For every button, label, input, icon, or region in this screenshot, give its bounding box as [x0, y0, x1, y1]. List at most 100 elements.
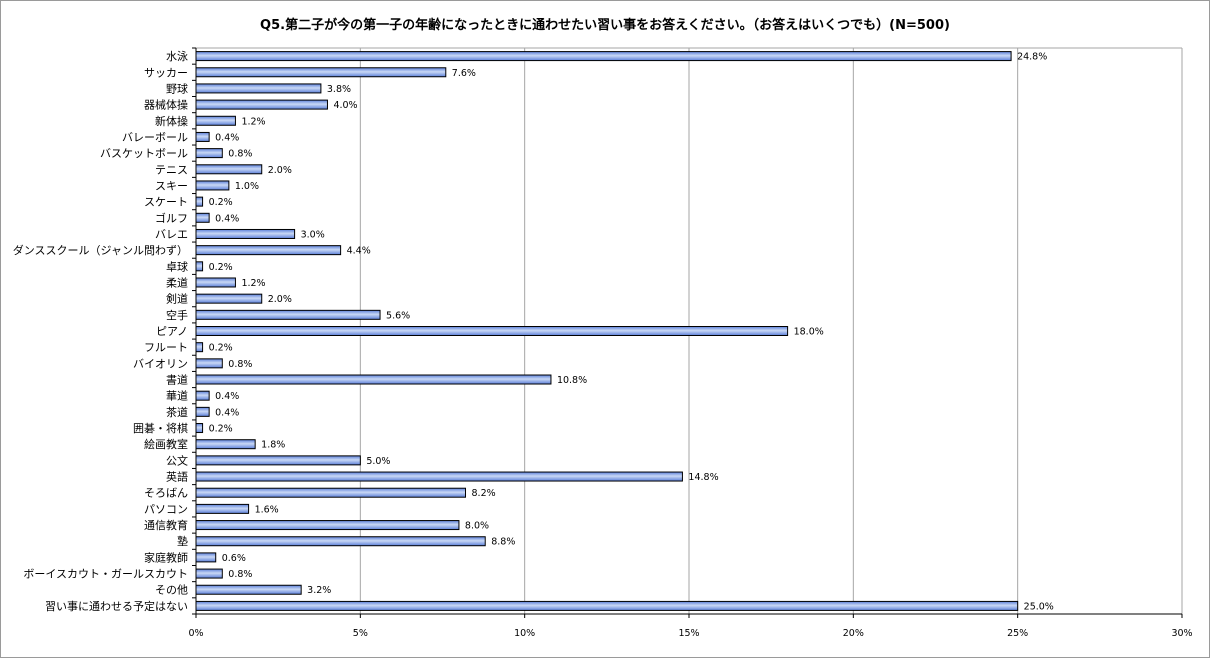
bar: [195, 245, 342, 256]
category-label: 野球: [166, 81, 188, 95]
category-label: 華道: [166, 389, 188, 403]
bar: [195, 439, 256, 450]
bar: [195, 180, 230, 191]
axes: [192, 47, 1183, 618]
category-label: バレエ: [155, 228, 188, 241]
bar: [195, 293, 263, 304]
data-label: 7.6%: [452, 68, 476, 79]
data-label: 0.4%: [215, 407, 239, 418]
bar: [195, 164, 263, 175]
category-label: 新体操: [155, 114, 188, 128]
data-label: 0.2%: [209, 424, 233, 435]
data-label: 4.0%: [333, 100, 357, 111]
category-label: バイオリン: [133, 357, 188, 370]
x-tick-label: 0%: [188, 628, 203, 639]
data-label: 18.0%: [794, 327, 824, 338]
x-tick-label: 5%: [353, 628, 368, 639]
data-label: 10.8%: [557, 375, 587, 386]
data-label: 4.4%: [347, 246, 371, 257]
bar: [195, 600, 1019, 611]
category-label: ボーイスカウト・ガールスカウト: [23, 568, 188, 581]
bar: [195, 568, 223, 579]
category-label: 水泳: [166, 49, 188, 63]
category-label: パソコン: [144, 503, 188, 516]
bar: [195, 277, 236, 288]
data-label: 0.2%: [209, 197, 233, 208]
category-label: フルート: [144, 341, 188, 354]
bars: [195, 51, 1019, 611]
bar: [195, 423, 204, 434]
category-label: その他: [155, 584, 188, 597]
category-label: 塾: [177, 534, 188, 548]
bar: [195, 67, 447, 78]
bar: [195, 487, 467, 498]
bar: [195, 552, 217, 563]
bar: [195, 131, 210, 142]
bar: [195, 261, 204, 272]
category-label: 通信教育: [144, 518, 188, 532]
data-label: 1.0%: [235, 181, 259, 192]
category-label: 空手: [166, 308, 188, 322]
category-label: スキー: [155, 179, 188, 192]
bar: [195, 115, 236, 126]
category-label: 囲碁・将棋: [133, 421, 188, 435]
chart-title: Q5.第二子が今の第一子の年齢になったときに通わせたい習い事をお答えください。（…: [260, 17, 950, 33]
x-tick-label: 25%: [1007, 628, 1028, 639]
grid-lines: [196, 47, 1183, 614]
bar: [195, 83, 322, 94]
bar: [195, 99, 328, 110]
data-label: 3.0%: [301, 229, 325, 240]
x-tick-label: 15%: [678, 628, 699, 639]
data-label: 8.8%: [491, 537, 515, 548]
bar: [195, 148, 223, 159]
bar: [195, 212, 210, 223]
category-label: ダンススクール（ジャンル問わず）: [13, 243, 188, 257]
data-label: 2.0%: [268, 165, 292, 176]
category-label: 絵画教室: [144, 437, 188, 451]
category-label: スケート: [144, 196, 188, 209]
category-label: バレーボール: [122, 131, 188, 144]
data-label: 0.4%: [215, 213, 239, 224]
category-label: 剣道: [166, 292, 188, 306]
bar: [195, 358, 223, 369]
x-tick-label: 30%: [1171, 628, 1192, 639]
bar: [195, 342, 204, 353]
category-label: 器械体操: [144, 98, 188, 112]
data-label: 8.0%: [465, 521, 489, 532]
data-label: 24.8%: [1017, 52, 1047, 63]
data-label: 3.2%: [307, 585, 331, 596]
bar: [195, 326, 789, 336]
labels: 0% 5% 10% 15% 20% 25% 30% 水泳 24.8% サッカー 7.6% 野球 3.8%…: [13, 49, 1193, 639]
x-tick-label: 10%: [514, 628, 535, 639]
bar: [195, 228, 296, 239]
bar: [195, 503, 250, 514]
data-label: 5.0%: [366, 456, 390, 467]
data-label: 1.2%: [241, 116, 265, 127]
data-label: 8.2%: [472, 488, 496, 499]
bar: [195, 390, 210, 401]
bar: [195, 471, 683, 482]
data-label: 2.0%: [268, 294, 292, 305]
category-label: 柔道: [166, 275, 188, 289]
data-label: 14.8%: [688, 472, 718, 483]
category-label: 公文: [166, 453, 188, 467]
category-label: サッカー: [144, 66, 188, 79]
x-tick-label: 20%: [843, 628, 864, 639]
bar: [195, 406, 210, 417]
data-label: 0.8%: [228, 359, 252, 370]
data-label: 0.2%: [209, 343, 233, 354]
bar: [195, 536, 486, 547]
data-label: 0.4%: [215, 391, 239, 402]
data-label: 1.8%: [261, 440, 285, 451]
bar: [195, 455, 361, 466]
category-label: 卓球: [166, 259, 188, 273]
category-label: そろばん: [144, 487, 188, 500]
bar: [195, 520, 460, 531]
data-label: 0.6%: [222, 553, 246, 564]
bar: [195, 309, 381, 320]
category-label: バスケットボール: [100, 147, 188, 160]
bar: [195, 374, 552, 385]
category-label: 書道: [166, 373, 188, 387]
